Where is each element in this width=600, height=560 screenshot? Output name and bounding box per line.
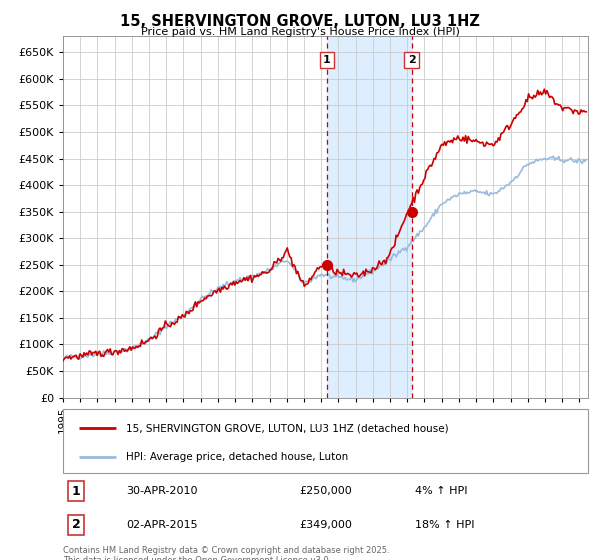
- Text: 2: 2: [407, 55, 415, 65]
- Text: 15, SHERVINGTON GROVE, LUTON, LU3 1HZ: 15, SHERVINGTON GROVE, LUTON, LU3 1HZ: [120, 14, 480, 29]
- Text: 4% ↑ HPI: 4% ↑ HPI: [415, 487, 467, 496]
- Text: 30-APR-2010: 30-APR-2010: [126, 487, 197, 496]
- Text: 02-APR-2015: 02-APR-2015: [126, 520, 197, 530]
- Bar: [327, 36, 412, 398]
- Text: HPI: Average price, detached house, Luton: HPI: Average price, detached house, Luto…: [126, 452, 348, 462]
- Text: £349,000: £349,000: [299, 520, 352, 530]
- Text: Price paid vs. HM Land Registry's House Price Index (HPI): Price paid vs. HM Land Registry's House …: [140, 27, 460, 37]
- Text: 18% ↑ HPI: 18% ↑ HPI: [415, 520, 474, 530]
- Text: Contains HM Land Registry data © Crown copyright and database right 2025.
This d: Contains HM Land Registry data © Crown c…: [63, 546, 389, 560]
- Text: 15, SHERVINGTON GROVE, LUTON, LU3 1HZ (detached house): 15, SHERVINGTON GROVE, LUTON, LU3 1HZ (d…: [126, 423, 449, 433]
- Text: 1: 1: [72, 485, 80, 498]
- FancyBboxPatch shape: [63, 409, 588, 473]
- Text: 1: 1: [323, 55, 331, 65]
- Text: 2: 2: [72, 519, 80, 531]
- Text: £250,000: £250,000: [299, 487, 352, 496]
